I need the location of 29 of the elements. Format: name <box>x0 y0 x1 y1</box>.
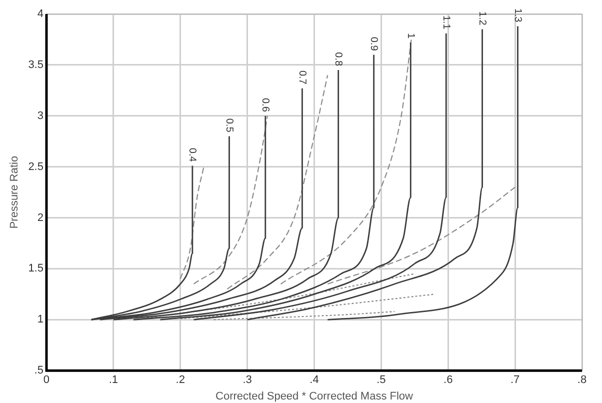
y-tick-label: 2 <box>37 212 44 224</box>
y-tick-label: 1 <box>37 314 44 326</box>
annotation: 0.5 <box>223 118 234 133</box>
y-tick-label: 3 <box>37 110 44 122</box>
annotation: 0.8 <box>332 52 344 66</box>
annotation: 1.1 <box>440 15 452 30</box>
y-tick-label: 3.5 <box>28 58 44 71</box>
x-tick-label: .4 <box>310 374 319 386</box>
annotation: 1.2 <box>476 11 488 26</box>
annotation: 0.6 <box>260 98 271 112</box>
x-tick-label: .3 <box>242 374 252 386</box>
x-tick-label: .1 <box>108 374 118 386</box>
annotation: 1 <box>404 32 416 39</box>
y-tick-label: .5 <box>34 364 44 377</box>
x-tick-label: .2 <box>176 374 185 386</box>
x-tick-label: .8 <box>577 374 587 386</box>
annotation: 1.3 <box>512 8 523 23</box>
y-tick-label: 2.5 <box>28 160 44 173</box>
annotation: 0.7 <box>296 70 308 85</box>
y-tick-label: 1.5 <box>28 262 44 275</box>
x-tick-label: .7 <box>510 374 520 386</box>
x-tick-label: .6 <box>444 374 453 386</box>
x-axis-title: Corrected Speed * Corrected Mass Flow <box>216 390 414 402</box>
x-tick-label: .5 <box>376 374 386 386</box>
x-tick-label: 0 <box>43 374 50 386</box>
annotation: 0.9 <box>368 36 380 52</box>
y-tick-label: 4 <box>37 8 44 20</box>
y-axis-title: Pressure Ratio <box>8 156 21 229</box>
annotation: 0.4 <box>186 148 198 162</box>
